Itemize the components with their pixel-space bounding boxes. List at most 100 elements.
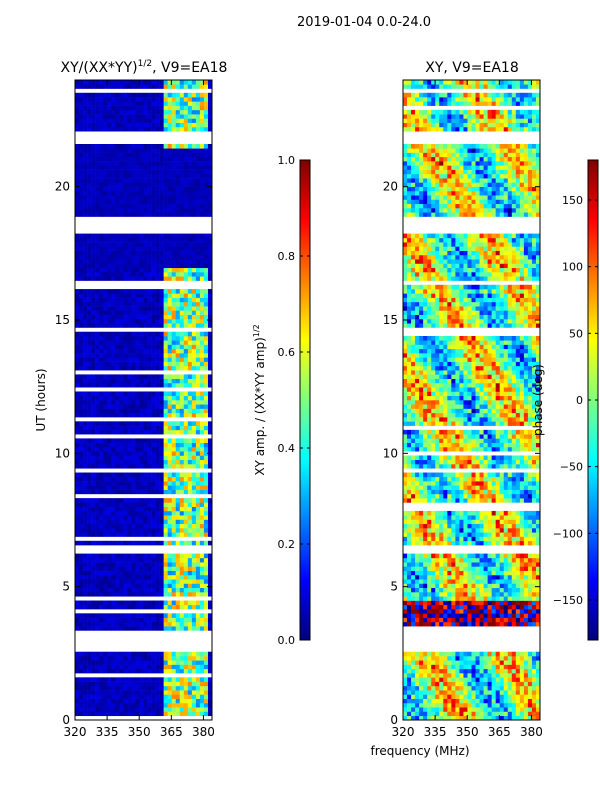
heatmap-cell <box>175 92 181 98</box>
heatmap-cell <box>139 421 144 426</box>
heatmap-cell <box>151 626 156 631</box>
heatmap-cell <box>79 502 84 507</box>
heatmap-cell <box>491 711 496 717</box>
heatmap-cell <box>179 84 185 89</box>
heatmap-cell <box>131 148 136 153</box>
heatmap-cell <box>443 609 448 614</box>
heatmap-cell <box>203 173 209 179</box>
heatmap-cell <box>179 323 185 328</box>
heatmap-cell <box>195 711 201 717</box>
heatmap-cell <box>171 348 177 354</box>
heatmap-cell <box>95 148 100 153</box>
heatmap-cell <box>135 685 140 691</box>
heatmap-cell <box>435 604 440 610</box>
heatmap-cell <box>171 101 177 106</box>
heatmap-cell <box>87 263 92 269</box>
heatmap-cell <box>491 592 496 597</box>
heatmap-cell <box>507 660 513 665</box>
heatmap-cell <box>95 276 100 281</box>
heatmap-cell <box>167 400 173 405</box>
heatmap-cell <box>203 583 209 589</box>
heatmap-cell <box>507 715 513 721</box>
heatmap-cell <box>131 400 136 405</box>
heatmap-cell <box>127 318 132 324</box>
heatmap-cell <box>87 519 92 525</box>
heatmap-cell <box>511 656 517 661</box>
heatmap-cell <box>151 276 156 281</box>
heatmap-cell <box>79 289 84 294</box>
heatmap-cell <box>167 664 173 670</box>
heatmap-cell <box>455 685 460 691</box>
heatmap-cell <box>147 707 152 712</box>
heatmap-cell <box>143 357 148 362</box>
heatmap-cell <box>131 583 136 589</box>
heatmap-cell <box>111 118 116 123</box>
heatmap-cell <box>115 574 120 580</box>
heatmap-cell <box>135 289 140 294</box>
heatmap-cell <box>171 199 177 205</box>
heatmap-cell <box>115 587 120 593</box>
heatmap-cell <box>171 651 177 657</box>
heatmap-cell <box>119 404 124 409</box>
heatmap-cell <box>123 557 128 563</box>
heatmap-cell <box>95 242 100 247</box>
heatmap-cell <box>167 523 173 529</box>
heatmap-cell <box>111 276 116 281</box>
heatmap-cell <box>167 331 173 337</box>
heatmap-cell <box>143 617 148 623</box>
heatmap-cell <box>79 344 84 350</box>
heatmap-cell <box>147 519 152 525</box>
heatmap-cell <box>171 489 177 495</box>
heatmap-cell <box>163 254 168 260</box>
heatmap-cell <box>159 681 164 687</box>
heatmap-cell <box>507 664 513 670</box>
heatmap-cell <box>183 374 189 379</box>
heatmap-cell <box>499 702 505 708</box>
heatmap-cell <box>531 715 537 721</box>
heatmap-cell <box>535 596 541 601</box>
heatmap-cell <box>123 408 128 414</box>
heatmap-cell <box>455 702 460 708</box>
heatmap-cell <box>483 698 488 704</box>
heatmap-cell <box>191 122 197 128</box>
heatmap-cell <box>479 677 484 682</box>
heatmap-cell <box>95 267 100 273</box>
heatmap-cell <box>519 715 525 721</box>
heatmap-cell <box>123 574 128 580</box>
heatmap-cell <box>447 673 452 678</box>
heatmap-cell <box>95 613 100 618</box>
heatmap-cell <box>107 455 112 461</box>
heatmap-cell <box>147 690 152 695</box>
heatmap-cell <box>167 476 173 482</box>
heatmap-cell <box>111 506 116 512</box>
heatmap-cell <box>103 122 108 128</box>
heatmap-cell <box>127 570 132 576</box>
heatmap-cell <box>207 318 213 324</box>
heatmap-cell <box>143 711 148 717</box>
heatmap-cell <box>431 617 436 623</box>
heatmap-cell <box>187 498 193 503</box>
heatmap-cell <box>91 664 96 670</box>
heatmap-cell <box>115 506 120 512</box>
heatmap-cell <box>415 715 420 721</box>
heatmap-cell <box>183 203 189 209</box>
heatmap-cell <box>519 617 525 623</box>
heatmap-cell <box>103 519 108 525</box>
heatmap-cell <box>163 365 168 371</box>
heatmap-cell <box>163 421 168 426</box>
heatmap-cell <box>107 267 112 273</box>
heatmap-cell <box>531 668 537 674</box>
heatmap-cell <box>119 574 124 580</box>
heatmap-cell <box>451 621 456 627</box>
heatmap-cell <box>423 698 428 704</box>
heatmap-cell <box>175 101 181 106</box>
heatmap-cell <box>107 502 112 507</box>
heatmap-cell <box>195 361 201 367</box>
heatmap-cell <box>203 498 209 503</box>
heatmap-cell <box>479 592 484 597</box>
heatmap-cell <box>131 105 136 111</box>
heatmap-cell <box>111 694 116 699</box>
heatmap-cell <box>91 148 96 153</box>
heatmap-cell <box>155 476 160 482</box>
heatmap-cell <box>199 506 205 512</box>
